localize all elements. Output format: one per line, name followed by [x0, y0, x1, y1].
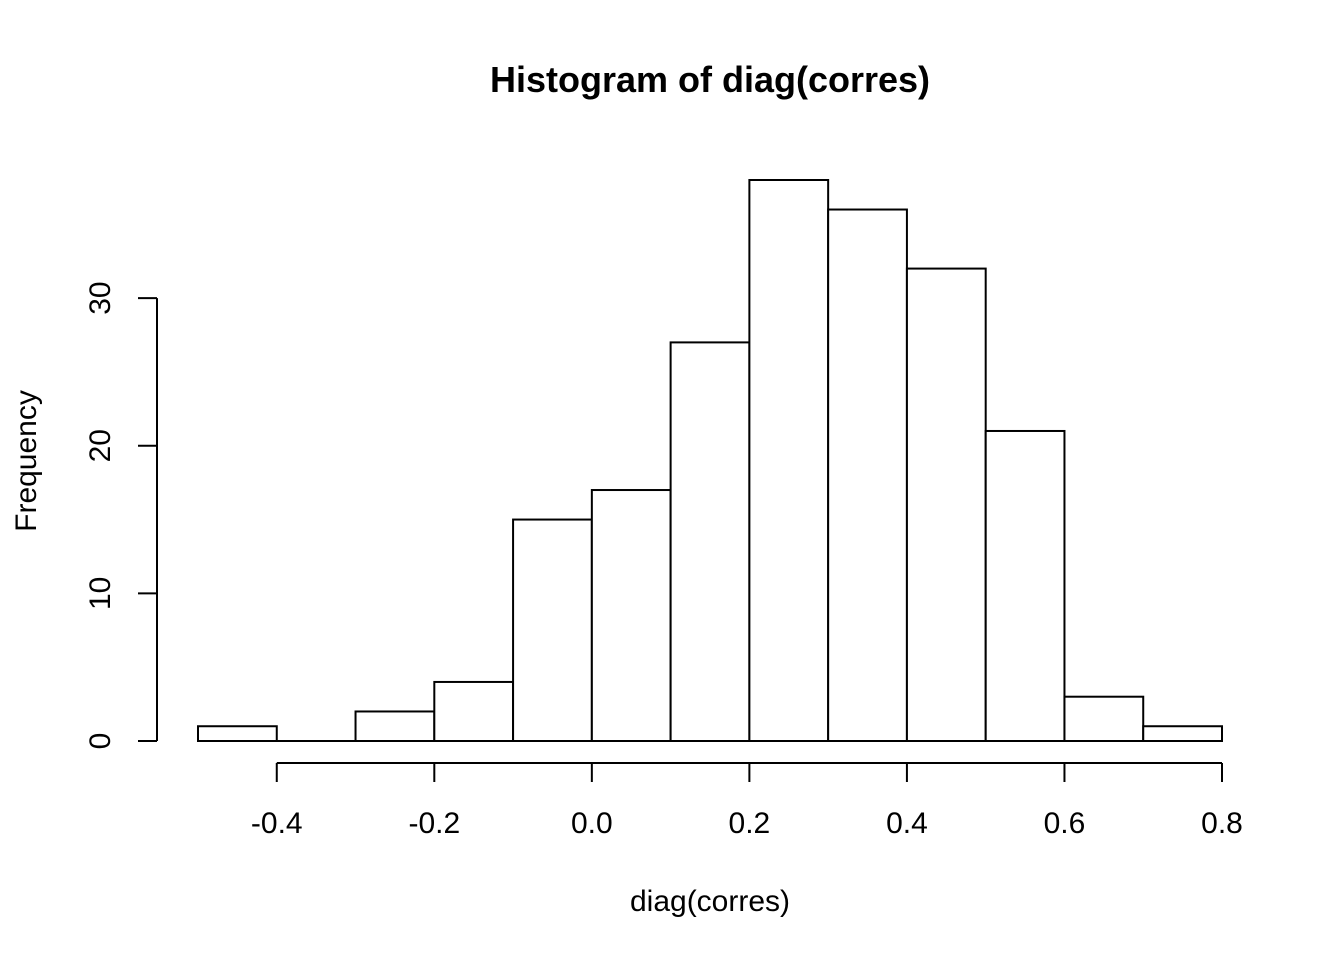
y-axis: 0 10 20 30	[84, 281, 158, 750]
chart-title: Histogram of diag(corres)	[490, 59, 930, 100]
histogram-bar	[433, 680, 515, 743]
x-tick-label: 0.0	[571, 807, 613, 840]
x-tick-label: 0.8	[1201, 807, 1243, 840]
histogram-bar	[827, 208, 908, 743]
y-axis-label: Frequency	[10, 390, 43, 532]
y-tick-label: 20	[84, 429, 117, 462]
x-tick-label: 0.2	[729, 807, 771, 840]
histogram-bar	[512, 518, 593, 742]
x-axis-label: diag(corres)	[630, 885, 790, 918]
histogram-bar	[354, 710, 436, 743]
histogram-bar	[1142, 725, 1223, 742]
histogram-bar	[590, 489, 672, 742]
histogram-bar	[984, 429, 1066, 742]
y-tick-label: 30	[84, 281, 117, 314]
histogram-bar	[669, 341, 751, 742]
histogram-bar	[905, 267, 987, 742]
histogram-bar	[1063, 695, 1145, 742]
x-tick-label: 0.4	[886, 807, 928, 840]
x-axis: -0.4 -0.2 0.0 0.2 0.4 0.6 0.8	[251, 762, 1243, 840]
histogram-bar	[748, 179, 830, 742]
y-tick-label: 0	[84, 733, 117, 750]
x-tick-label: -0.2	[408, 807, 460, 840]
y-tick-label: 10	[84, 577, 117, 610]
x-tick-label: -0.4	[251, 807, 303, 840]
histogram-bar	[197, 725, 278, 742]
x-tick-label: 0.6	[1044, 807, 1086, 840]
bars-group	[197, 179, 1223, 743]
